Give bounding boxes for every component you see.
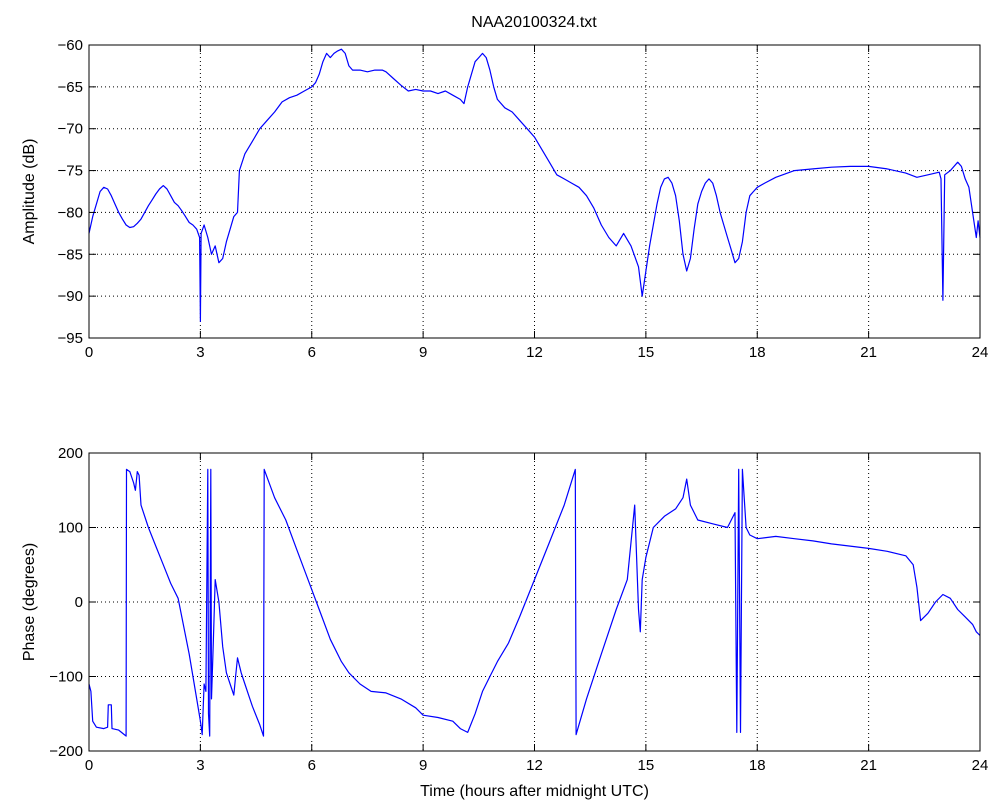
y-tick-label: −100: [49, 669, 83, 686]
y-axis-title: Phase (degrees): [21, 543, 38, 661]
x-tick-label: 3: [196, 344, 204, 361]
x-tick-label: 15: [638, 757, 655, 774]
y-tick-label: 0: [75, 594, 83, 611]
y-tick-label: −90: [58, 288, 83, 305]
x-tick-label: 24: [972, 757, 989, 774]
y-axis-title: Amplitude (dB): [21, 139, 38, 245]
x-tick-label: 12: [526, 344, 543, 361]
x-tick-label: 21: [860, 344, 877, 361]
y-tick-label: −60: [58, 37, 83, 54]
plot-area: [89, 45, 980, 338]
x-tick-label: 18: [749, 344, 766, 361]
x-tick-label: 3: [196, 757, 204, 774]
x-tick-label: 24: [972, 344, 989, 361]
y-tick-label: 100: [58, 520, 83, 537]
series-line: [88, 48, 981, 322]
x-tick-label: 6: [308, 757, 316, 774]
phase-plot: 0 3 6 9 12 15 18 21 24 −200 −100 0 100 200 Phase (degr…: [21, 445, 988, 800]
x-tick-label: 12: [526, 757, 543, 774]
x-tick-label: 9: [419, 344, 427, 361]
x-tick-label: 9: [419, 757, 427, 774]
y-tick-label: −80: [58, 204, 83, 221]
y-tick-label: −75: [58, 163, 83, 180]
x-tick-label: 6: [308, 344, 316, 361]
x-axis-title: Time (hours after midnight UTC): [420, 783, 649, 800]
x-tick-label: 0: [85, 344, 93, 361]
y-tick-label: −85: [58, 246, 83, 263]
y-tick-label: −70: [58, 121, 83, 138]
x-tick-label: 0: [85, 757, 93, 774]
x-tick-label: 21: [860, 757, 877, 774]
figure-title: NAA20100324.txt: [471, 14, 597, 31]
amplitude-plot: 0 3 6 9 12 15 18 21 24 −95 −90 −85 −80 −75 −70 −65 −60 Am…: [21, 37, 988, 361]
x-tick-label: 18: [749, 757, 766, 774]
y-tick-label: −65: [58, 79, 83, 96]
y-tick-label: 200: [58, 445, 83, 462]
y-tick-label: −95: [58, 330, 83, 347]
x-tick-label: 15: [638, 344, 655, 361]
y-tick-label: −200: [49, 743, 83, 760]
series-line: [88, 468, 981, 737]
